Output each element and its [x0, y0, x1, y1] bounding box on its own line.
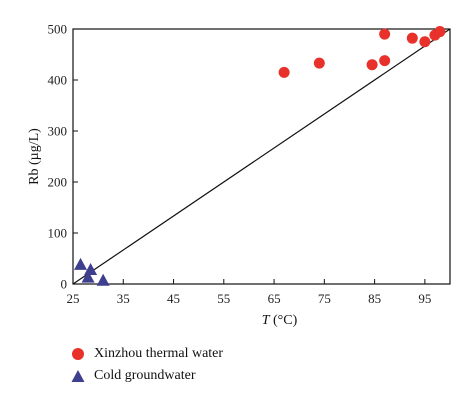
- data-point-thermal: [419, 36, 431, 48]
- x-tick-label: 95: [418, 291, 431, 306]
- plot-frame: [72, 28, 451, 285]
- y-tick-label: 0: [61, 277, 68, 292]
- legend-label-cold: Cold groundwater: [94, 368, 196, 383]
- blue-triangle-icon: [71, 370, 85, 382]
- trend-line: [72, 28, 451, 285]
- x-tick-label: 85: [368, 291, 381, 306]
- data-point-thermal: [379, 55, 391, 67]
- y-tick-label: 200: [48, 175, 68, 190]
- legend-item-thermal: Xinzhou thermal water: [70, 343, 223, 365]
- x-tick-label: 25: [67, 291, 80, 306]
- data-point-thermal: [366, 59, 378, 71]
- y-axis-label: Rb (µg/L): [27, 128, 42, 185]
- data-point-cold: [74, 257, 88, 270]
- data-point-thermal: [406, 32, 418, 44]
- legend-item-cold: Cold groundwater: [70, 365, 223, 387]
- data-point-thermal: [379, 28, 391, 40]
- x-axis-label-unit: (°C): [270, 313, 298, 328]
- data-point-cold: [84, 263, 98, 276]
- x-tick-label: 65: [268, 291, 281, 306]
- red-circle-icon: [72, 348, 84, 360]
- x-axis-label: T (°C): [262, 313, 298, 328]
- x-axis-label-symbol: T: [262, 313, 271, 328]
- x-tick-label: 45: [167, 291, 180, 306]
- x-tick-label: 35: [117, 291, 130, 306]
- x-tick-label: 75: [318, 291, 331, 306]
- legend-label-thermal: Xinzhou thermal water: [94, 346, 224, 361]
- x-tick-label: 55: [217, 291, 230, 306]
- data-point-thermal: [278, 66, 290, 78]
- legend: Xinzhou thermal water Cold groundwater: [70, 343, 223, 387]
- plot-area: 0 100 200 300 400 500 25 35 45 55 65 75 85 95 Rb (µg/L…: [27, 22, 451, 328]
- data-point-cold: [96, 273, 110, 286]
- data-point-cold: [81, 270, 95, 283]
- y-tick-label: 100: [48, 226, 68, 241]
- y-tick-label: 300: [48, 124, 68, 139]
- y-tick-label: 400: [48, 73, 68, 88]
- data-point-thermal: [313, 57, 325, 69]
- scatter-chart: 0 100 200 300 400 500 25 35 45 55 65 75 85 95 Rb (µg/L…: [27, 22, 451, 328]
- y-tick-label: 500: [48, 22, 68, 37]
- data-point-thermal: [434, 26, 446, 38]
